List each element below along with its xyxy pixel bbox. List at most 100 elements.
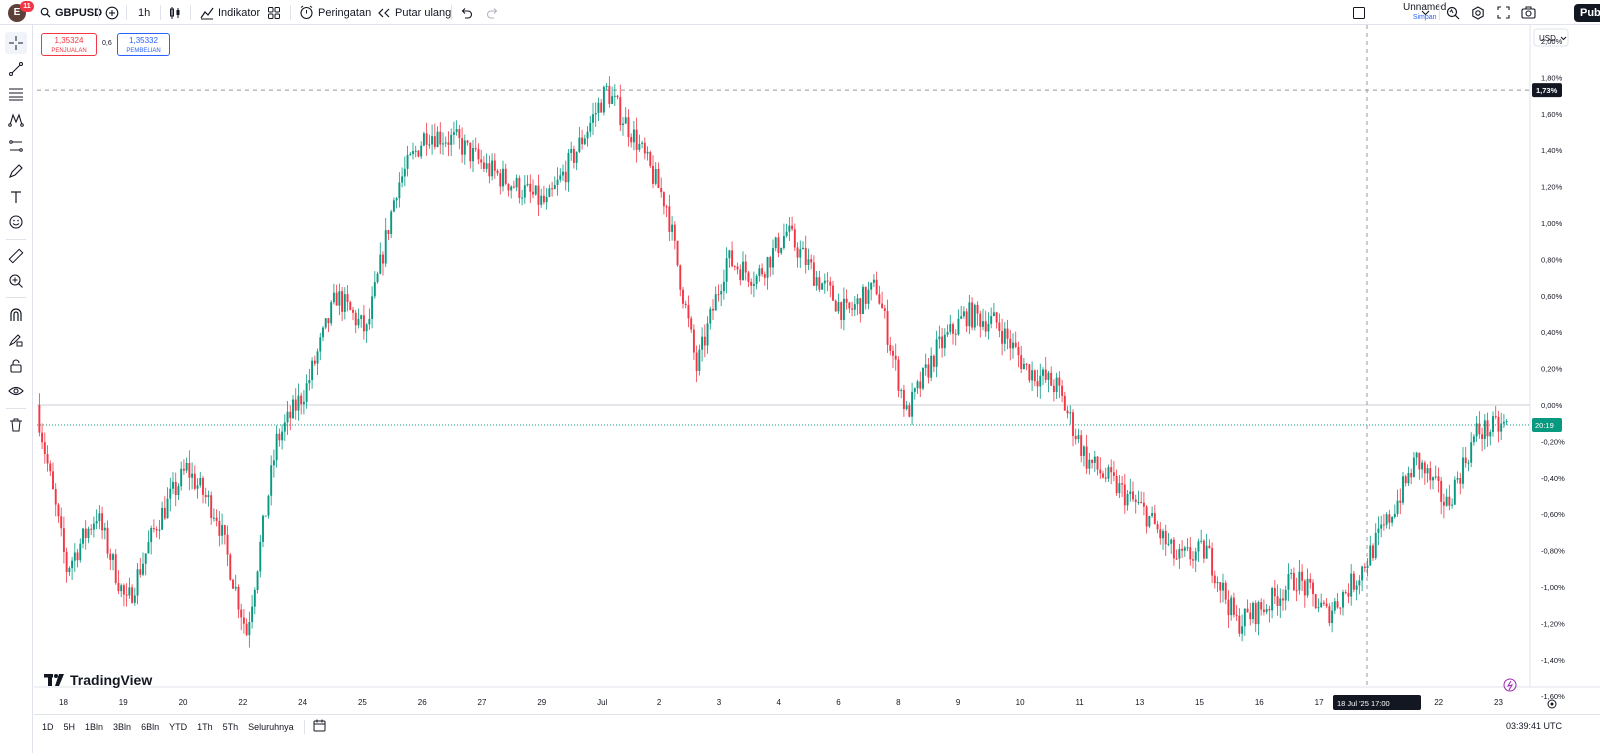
candle-body — [992, 312, 995, 317]
candle-body — [341, 291, 344, 312]
candle-body — [185, 462, 188, 471]
candle-body — [469, 142, 472, 162]
candle-body — [973, 304, 976, 328]
candle-body — [499, 173, 502, 187]
candle-body — [302, 401, 305, 405]
candle-body — [1153, 513, 1156, 525]
utc-clock[interactable]: 03:39:41 UTC — [1505, 721, 1562, 731]
interval-button[interactable]: 1h — [138, 3, 150, 22]
publish-button[interactable]: Pub — [1574, 4, 1600, 22]
candle-body — [545, 196, 548, 203]
range-button[interactable]: 5H — [63, 721, 76, 732]
toolbar-divider — [6, 408, 26, 409]
candle-body — [562, 171, 564, 176]
candle-body — [488, 163, 491, 177]
crosshair-price-label: 1,73% — [1536, 86, 1558, 95]
remove-drawings-tool[interactable] — [5, 414, 27, 436]
compare-button[interactable] — [105, 3, 119, 22]
candle-body — [144, 553, 147, 564]
chart-type-button[interactable] — [168, 3, 182, 22]
eye-icon — [8, 386, 24, 396]
candle-body — [802, 247, 804, 250]
undo-button[interactable] — [460, 3, 473, 22]
candle-body — [1118, 483, 1121, 494]
candle-body — [1467, 462, 1470, 464]
range-button[interactable]: 1Bln — [85, 721, 104, 732]
pattern-tool[interactable] — [5, 109, 27, 131]
quick-search-button[interactable] — [1446, 3, 1460, 22]
redo-button[interactable] — [486, 3, 499, 22]
alert-button[interactable]: Peringatan — [299, 3, 371, 22]
templates-button[interactable] — [267, 3, 281, 22]
y-tick-label: -1,20% — [1541, 619, 1565, 628]
range-button[interactable]: Seluruhnya — [248, 721, 294, 732]
lock-tool[interactable] — [5, 355, 27, 377]
candle-body — [930, 355, 933, 378]
x-tick-label: 16 — [1255, 698, 1264, 707]
snapshot-button[interactable] — [1521, 3, 1536, 22]
range-button[interactable]: 1Th — [197, 721, 213, 732]
candle-body — [417, 150, 420, 157]
magnet-tool[interactable] — [5, 304, 27, 326]
candle-body — [766, 257, 769, 278]
candle-body — [632, 129, 635, 143]
candle-body — [207, 495, 210, 498]
emoji-tool[interactable] — [5, 211, 27, 233]
crosshair-tool[interactable] — [5, 32, 27, 54]
candle-body — [1279, 598, 1282, 606]
range-button[interactable]: 3Bln — [113, 721, 132, 732]
zoom-tool[interactable] — [5, 270, 27, 292]
calendar-icon — [313, 719, 326, 732]
symbol-search-button[interactable]: GBPUSD — [40, 3, 102, 22]
user-avatar[interactable]: E 11 — [8, 1, 34, 22]
brush-tool[interactable] — [5, 160, 27, 182]
candle-body — [564, 171, 567, 183]
layout-name-button[interactable]: Unnamed Simpan — [1403, 3, 1446, 23]
ruler-tool[interactable] — [5, 245, 27, 267]
visibility-tool[interactable] — [5, 380, 27, 402]
range-button[interactable]: YTD — [169, 721, 188, 732]
replay-button[interactable]: Putar ulang — [377, 3, 451, 22]
candle-body — [744, 261, 747, 273]
candle-body — [1036, 381, 1039, 387]
range-button[interactable]: 1D — [42, 721, 54, 732]
candle-body — [62, 528, 65, 552]
tradingview-logo[interactable]: TradingView — [44, 672, 152, 688]
alert-icon — [300, 5, 313, 20]
layout-button[interactable] — [1352, 3, 1366, 22]
fib-tool[interactable] — [5, 83, 27, 105]
gear-icon[interactable] — [1547, 699, 1557, 709]
fullscreen-button[interactable] — [1497, 3, 1510, 22]
layout-menu-button[interactable] — [1421, 3, 1430, 22]
projection-tool[interactable] — [5, 135, 27, 157]
sell-button[interactable]: 1,35324 PENJUALAN — [41, 33, 97, 56]
candle-body — [736, 266, 739, 270]
y-tick-label: 1,80% — [1541, 73, 1563, 82]
candle-body — [722, 281, 725, 292]
candle-body — [1391, 517, 1394, 523]
candle-body — [586, 131, 589, 139]
range-button[interactable]: 6Bln — [141, 721, 160, 732]
candle-body — [698, 349, 701, 371]
candle-body — [785, 231, 788, 236]
indicators-button[interactable]: Indikator — [200, 3, 260, 22]
trash-icon — [10, 418, 22, 432]
text-tool[interactable] — [5, 186, 27, 208]
range-button[interactable]: 5Th — [222, 721, 239, 732]
candle-body — [1205, 545, 1208, 559]
pattern-icon — [8, 113, 24, 127]
lightning-icon[interactable] — [1503, 678, 1517, 692]
y-tick-label: -0,80% — [1541, 547, 1565, 556]
trend-line-tool[interactable] — [5, 58, 27, 80]
candle-body — [433, 136, 436, 147]
candle-body — [1448, 496, 1451, 506]
buy-button[interactable]: 1,35332 PEMBELIAN — [117, 33, 170, 56]
goto-date-button[interactable] — [313, 719, 326, 734]
settings-button[interactable] — [1471, 3, 1485, 22]
candle-body — [1224, 582, 1227, 600]
currency-button[interactable] — [1533, 28, 1569, 47]
lock-drawing-tool[interactable] — [5, 329, 27, 351]
candles-icon — [170, 6, 180, 19]
candle-body — [1415, 452, 1418, 458]
